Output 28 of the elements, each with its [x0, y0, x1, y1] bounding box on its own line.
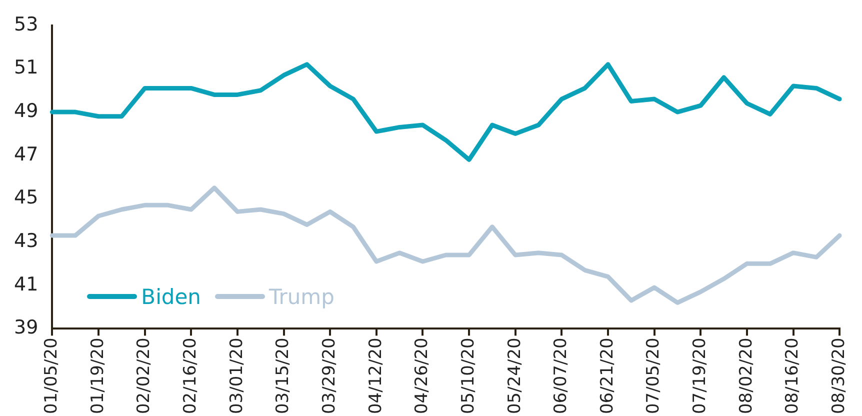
x-tick-label: 04/26/20 [412, 338, 432, 414]
x-tick-label: 02/16/20 [180, 338, 201, 414]
y-tick-label: 39 [14, 316, 38, 339]
y-tick-label: 43 [14, 230, 38, 252]
x-tick-label: 08/30/20 [829, 338, 850, 414]
x-tick-label: 03/15/20 [273, 338, 294, 414]
x-tick-label: 07/19/20 [690, 338, 710, 414]
y-tick-label: 53 [14, 13, 38, 36]
x-tick-label: 06/07/20 [551, 338, 572, 414]
y-tick-label: 47 [14, 143, 38, 166]
x-tick-label: 01/19/20 [88, 338, 108, 414]
y-tick-label: 45 [14, 186, 38, 209]
x-tick-label: 01/05/20 [42, 338, 62, 414]
x-tick-label: 08/16/20 [782, 338, 803, 414]
x-tick-label: 04/12/20 [366, 338, 386, 414]
legend-label: Biden [141, 284, 201, 309]
legend-label: Trump [268, 284, 334, 309]
x-tick-label: 06/21/20 [597, 338, 618, 414]
x-tick-label: 05/10/20 [458, 338, 478, 414]
x-tick-label: 02/02/20 [134, 338, 154, 414]
x-tick-label: 08/02/20 [736, 338, 756, 414]
y-tick-label: 51 [14, 56, 38, 79]
x-tick-label: 03/01/20 [226, 338, 247, 414]
y-tick-label: 49 [14, 100, 38, 122]
x-tick-label: 03/29/20 [320, 338, 340, 414]
x-tick-label: 07/05/20 [644, 338, 664, 414]
y-tick-label: 41 [14, 273, 38, 296]
x-tick-label: 05/24/20 [504, 338, 525, 414]
